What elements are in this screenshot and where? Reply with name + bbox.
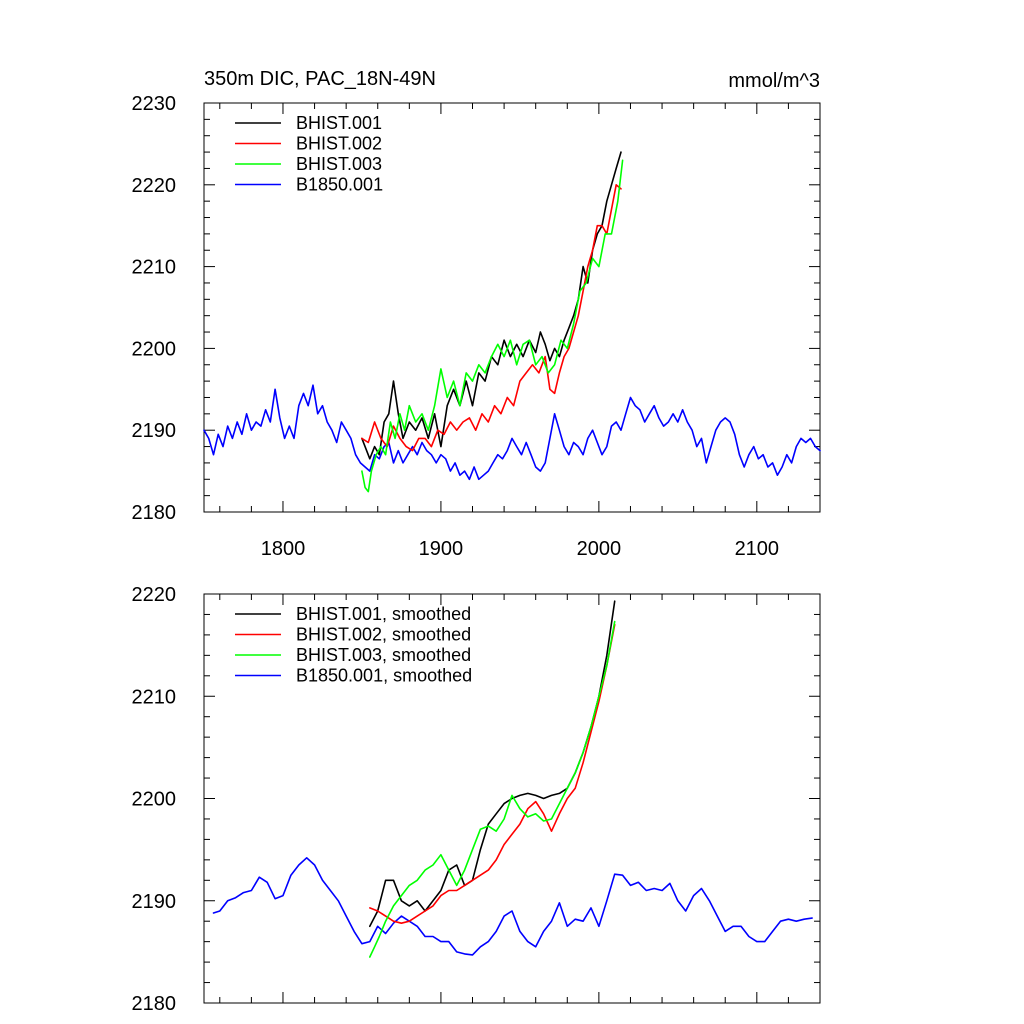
top-legend-label-bhist-002: BHIST.002	[296, 134, 382, 154]
top-x-tick-label: 2000	[577, 538, 622, 560]
top-panel-units: mmol/m^3	[728, 70, 820, 92]
top-series-line-bhist-001	[361, 151, 622, 460]
bottom-series-line-bhist-002-smoothed	[368, 623, 616, 925]
bottom-y-tick-label: 2180	[132, 993, 177, 1015]
bottom-ticks	[204, 593, 821, 1004]
bottom-series-line-bhist-003-smoothed	[368, 620, 616, 958]
bottom-legend-label-b1850-001-smoothed: B1850.001, smoothed	[296, 666, 472, 686]
bottom-y-tick-label: 2210	[132, 686, 177, 708]
bottom-legend-label-bhist-001-smoothed: BHIST.001, smoothed	[296, 604, 471, 624]
top-legend-label-bhist-001: BHIST.001	[296, 113, 382, 133]
top-plot-frame	[203, 102, 821, 513]
top-series-line-bhist-002	[361, 184, 622, 452]
top-x-tick-label: 2100	[735, 538, 780, 560]
top-y-tick-label: 2210	[132, 257, 177, 279]
top-ticks	[204, 102, 821, 513]
top-x-tick-label: 1800	[261, 538, 306, 560]
top-y-tick-label: 2230	[132, 93, 177, 115]
bottom-y-tick-label: 2220	[132, 584, 177, 606]
bottom-legend-label-bhist-002-smoothed: BHIST.002, smoothed	[296, 625, 471, 645]
bottom-y-tick-label: 2200	[132, 789, 177, 811]
top-y-tick-label: 2200	[132, 338, 177, 360]
top-series-line-b1850-001	[203, 384, 821, 481]
top-y-tick-label: 2180	[132, 502, 177, 524]
top-x-tick-label: 1900	[419, 538, 464, 560]
bottom-y-tick-label: 2190	[132, 891, 177, 913]
top-legend-label-b1850-001: B1850.001	[296, 175, 383, 195]
bottom-series-line-b1850-001-smoothed	[212, 856, 813, 956]
top-panel: 350m DIC, PAC_18N-49N mmol/m^3 2180 2190 2…	[132, 68, 821, 560]
top-y-tick-label: 2190	[132, 420, 177, 442]
top-panel-title: 350m DIC, PAC_18N-49N	[204, 68, 436, 90]
top-y-tick-label: 2220	[132, 175, 177, 197]
top-legend-label-bhist-003: BHIST.003	[296, 154, 382, 174]
top-series-line-bhist-003	[361, 159, 624, 493]
bottom-legend-label-bhist-003-smoothed: BHIST.003, smoothed	[296, 645, 471, 665]
